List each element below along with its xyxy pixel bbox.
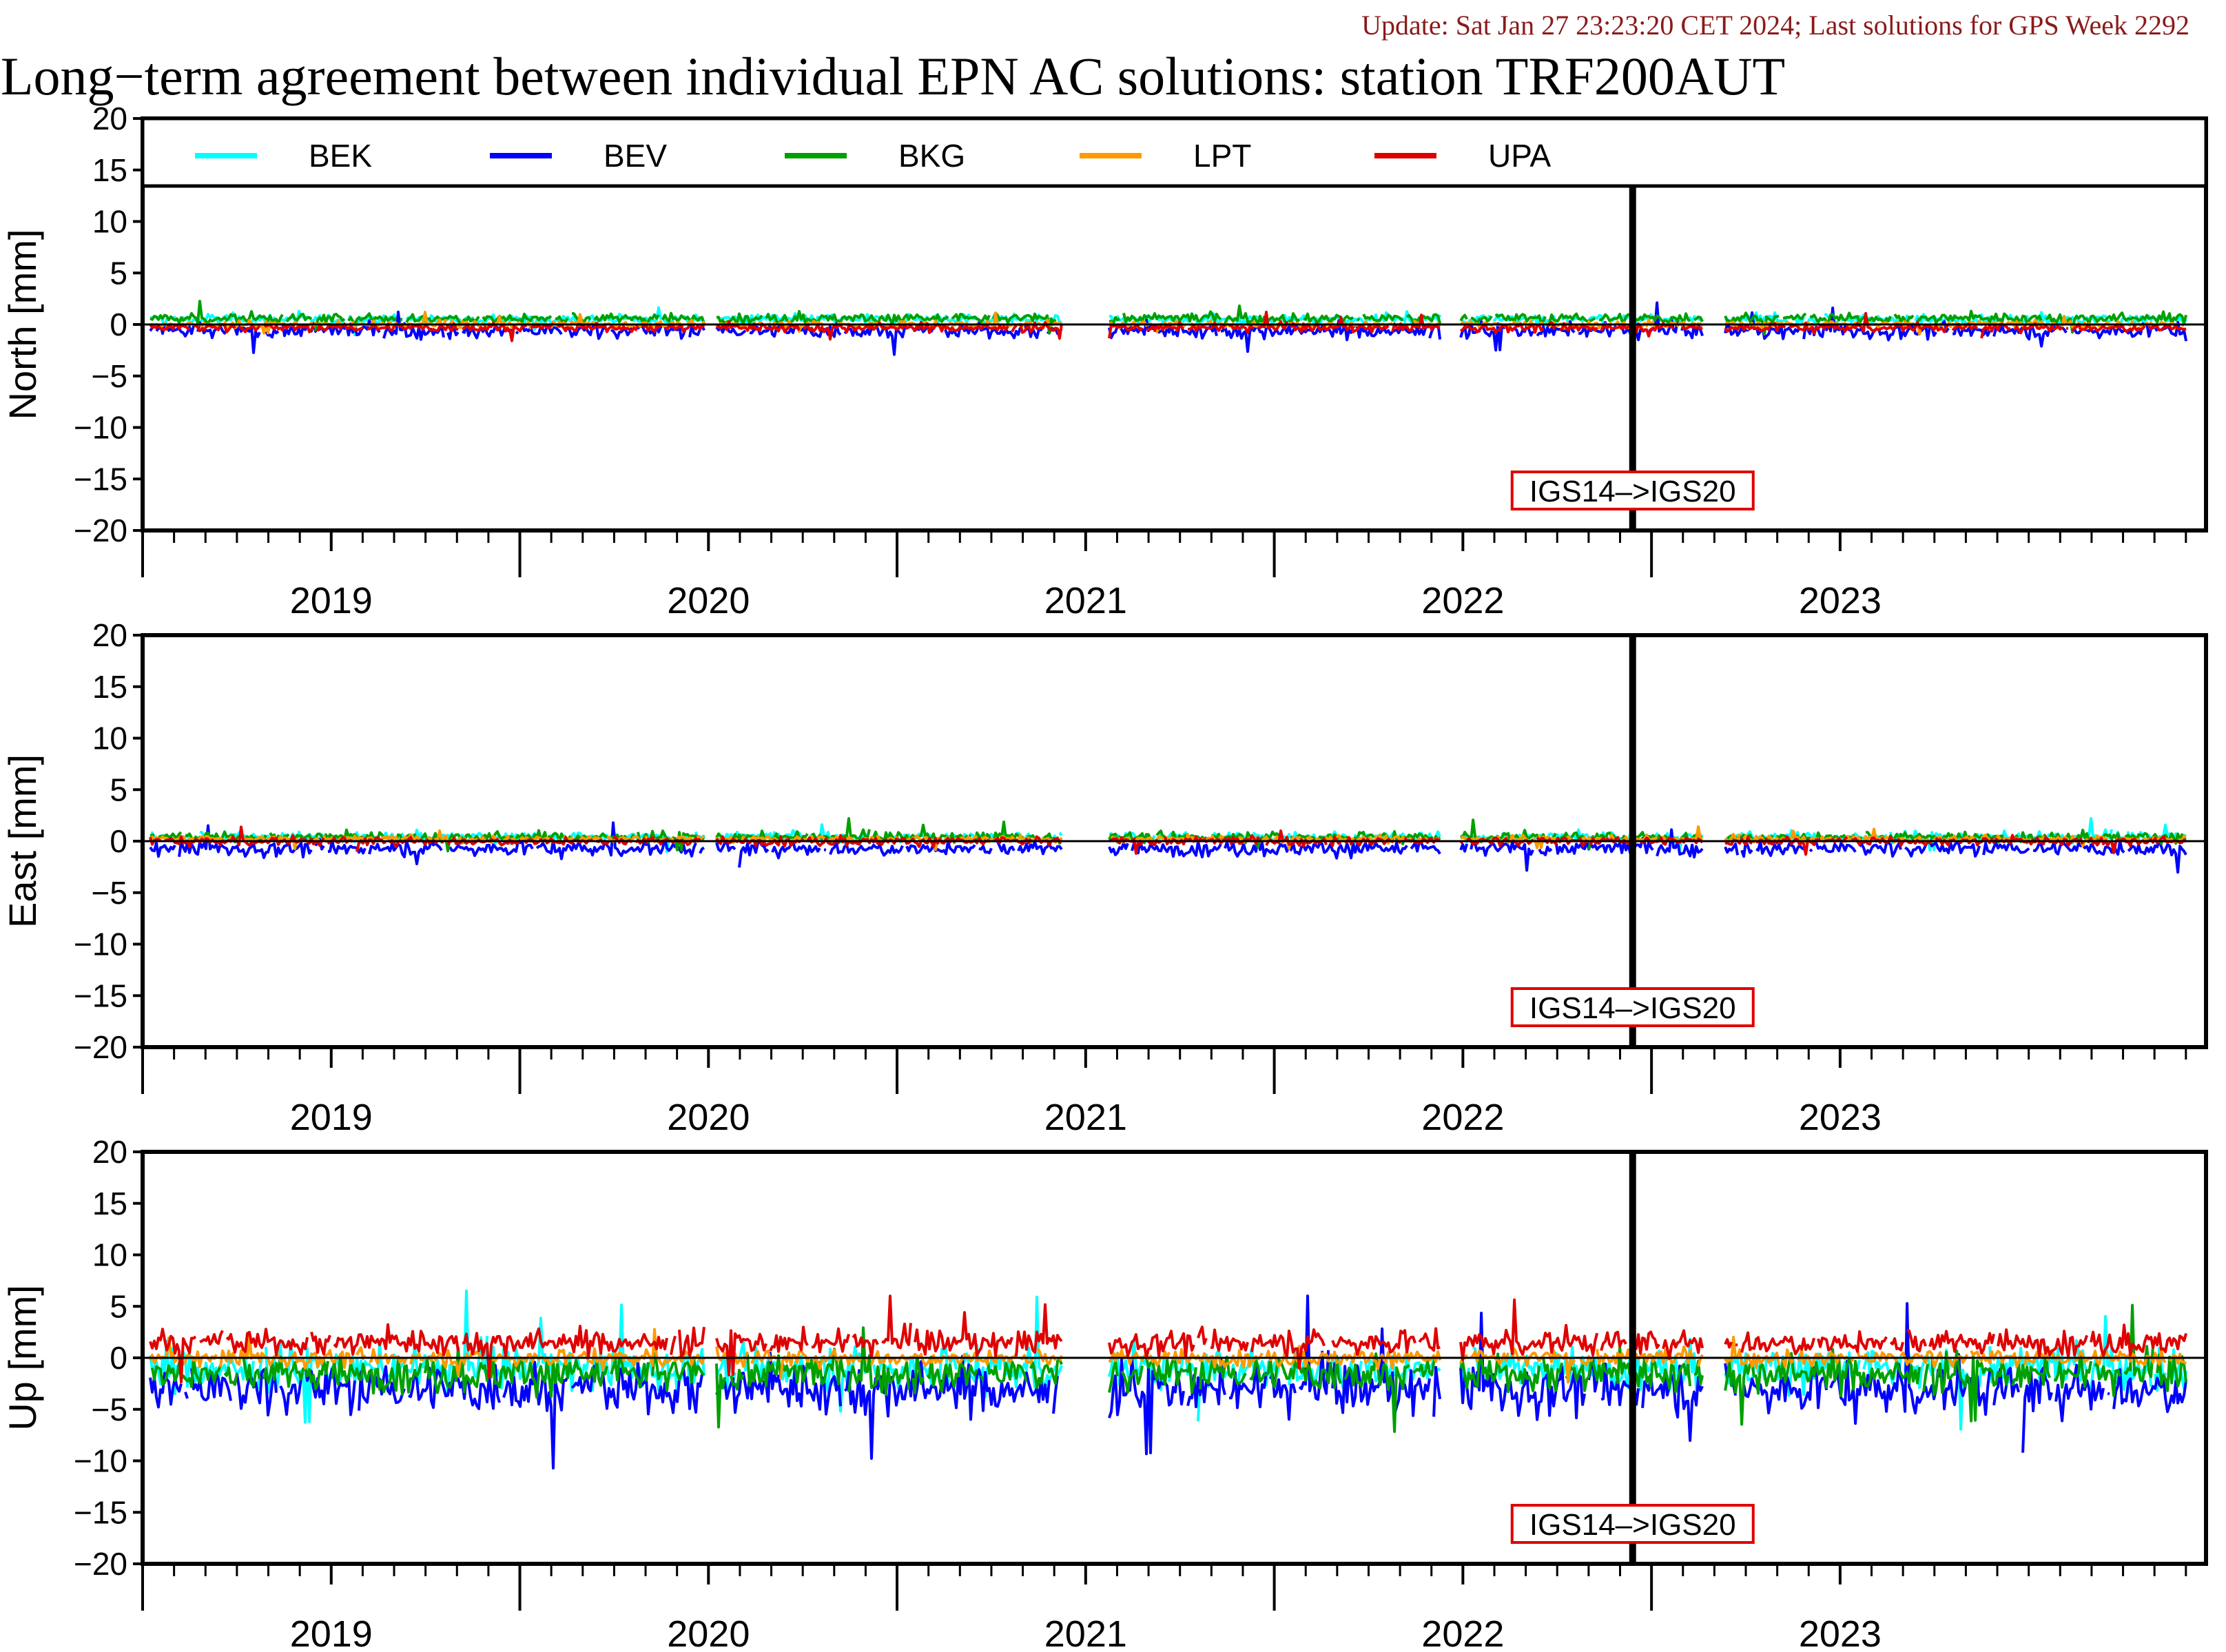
y-tick-label: 15	[92, 152, 127, 188]
y-axis-label: Up [mm]	[1, 1285, 44, 1431]
series-line-bev	[149, 821, 2187, 874]
x-year-label: 2023	[1799, 1097, 1882, 1138]
series-group-east	[149, 817, 2187, 874]
y-tick-label: −20	[74, 513, 127, 548]
frame-change-box	[1510, 987, 1755, 1027]
y-tick-label: −5	[92, 875, 127, 911]
y-tick-label: 5	[110, 772, 127, 807]
x-year-label: 2023	[1799, 1613, 1882, 1652]
panel-east: IGS14–>IGS20 20 15 10 5 0 −5 −10 −15 −20 East [mm]…	[1, 617, 2208, 1138]
y-tick-label: 5	[110, 255, 127, 291]
y-tick-label: −20	[74, 1546, 127, 1582]
y-tick-label: 20	[92, 1134, 127, 1170]
legend-box	[141, 116, 2208, 188]
x-year-label: 2023	[1799, 580, 1882, 621]
y-tick-label: 15	[92, 669, 127, 705]
legend-label-bek: BEK	[309, 138, 372, 174]
x-year-label: 2022	[1421, 580, 1504, 621]
y-tick-label: 20	[92, 617, 127, 653]
x-year-label: 2020	[667, 1097, 750, 1138]
frame-change-label: IGS14–>IGS20	[1529, 1508, 1736, 1542]
frame-change-box	[1510, 471, 1755, 510]
frame-change-label: IGS14–>IGS20	[1529, 475, 1736, 508]
y-tick-label: 10	[92, 204, 127, 240]
legend-label-bkg: BKG	[898, 138, 965, 174]
series-group-north	[149, 300, 2188, 356]
panel-up: IGS14–>IGS20 20 15 10 5 0 −5 −10 −15 −20 Up [mm] 20…	[1, 1134, 2208, 1652]
series-line-bkg	[151, 1303, 2188, 1433]
y-tick-label: −5	[92, 1392, 127, 1427]
y-tick-label: −10	[74, 1443, 127, 1479]
chart-title: Long−term agreement between individual E…	[1, 46, 1785, 106]
x-year-label: 2022	[1421, 1097, 1504, 1138]
x-year-label: 2021	[1044, 1097, 1127, 1138]
x-year-label: 2022	[1421, 1613, 1504, 1652]
y-axis-label: North [mm]	[1, 229, 44, 420]
y-tick-label: −15	[74, 978, 127, 1013]
x-year-label: 2021	[1044, 580, 1127, 621]
y-tick-label: −10	[74, 410, 127, 446]
frame-change-box	[1510, 1504, 1755, 1544]
frame-change-label: IGS14–>IGS20	[1529, 991, 1736, 1025]
x-year-label: 2019	[290, 580, 373, 621]
y-tick-label: 0	[110, 307, 127, 342]
series-line-upa	[149, 311, 2187, 342]
panels-group: IGS14–>IGS20 20 15 10 5 0 −5 −10 −15 −20 North [mm…	[1, 101, 2208, 1652]
y-tick-label: 10	[92, 1237, 127, 1273]
x-year-label: 2019	[290, 1097, 373, 1138]
x-year-label: 2020	[667, 1613, 750, 1652]
update-status-text: Update: Sat Jan 27 23:23:20 CET 2024; La…	[1361, 10, 2189, 41]
y-axis-label: East [mm]	[1, 754, 44, 928]
legend-label-upa: UPA	[1488, 138, 1551, 174]
y-tick-label: −15	[74, 461, 127, 497]
x-year-label: 2021	[1044, 1613, 1127, 1652]
series-group-up	[149, 1289, 2188, 1470]
y-tick-label: 5	[110, 1288, 127, 1324]
y-tick-label: −5	[92, 358, 127, 394]
legend-label-bev: BEV	[604, 138, 667, 174]
y-tick-label: 20	[92, 101, 127, 136]
x-year-label: 2020	[667, 580, 750, 621]
legend-label-lpt: LPT	[1193, 138, 1251, 174]
y-tick-label: 15	[92, 1186, 127, 1221]
panel-north: IGS14–>IGS20 20 15 10 5 0 −5 −10 −15 −20 North [mm…	[1, 101, 2208, 621]
y-tick-label: −10	[74, 927, 127, 962]
series-line-upa	[149, 1294, 2188, 1384]
series-line-bkg	[150, 300, 2188, 336]
y-tick-label: 0	[110, 1340, 127, 1376]
y-tick-label: 0	[110, 823, 127, 859]
y-tick-label: −15	[74, 1494, 127, 1530]
y-tick-label: 10	[92, 721, 127, 756]
y-tick-label: −20	[74, 1029, 127, 1065]
x-year-label: 2019	[290, 1613, 373, 1652]
